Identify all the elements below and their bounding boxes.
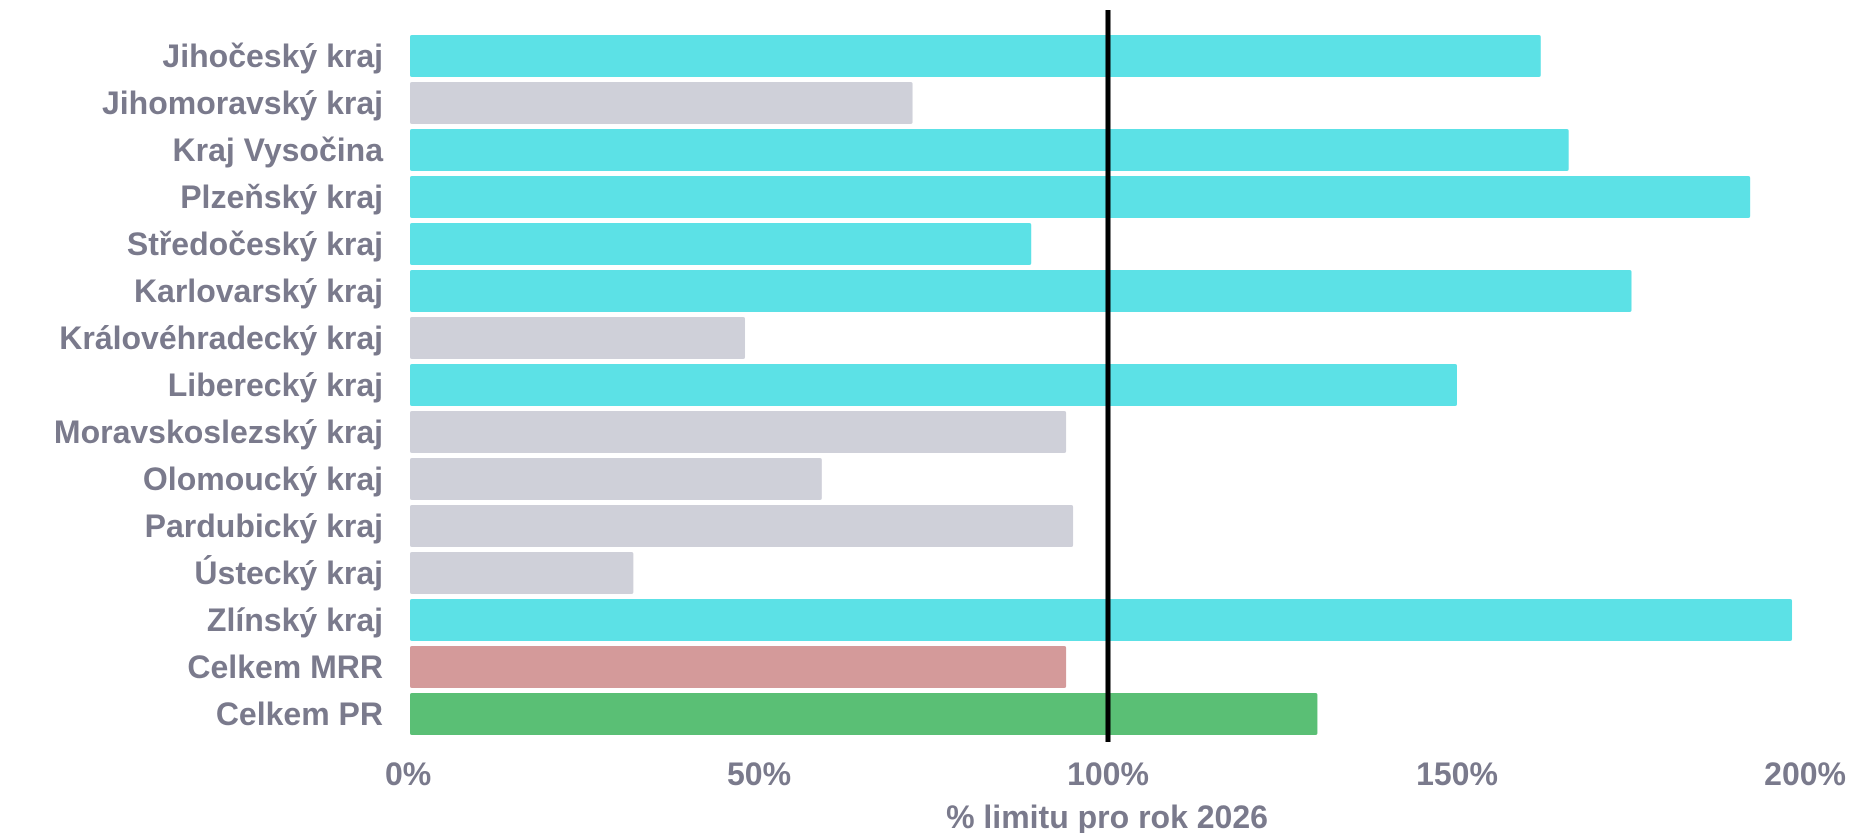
category-label: Celkem PR bbox=[216, 696, 383, 732]
bar bbox=[410, 35, 1541, 77]
bar bbox=[410, 317, 745, 359]
x-tick-label: 50% bbox=[727, 756, 791, 792]
category-label: Královéhradecký kraj bbox=[59, 320, 383, 356]
x-tick-label: 150% bbox=[1416, 756, 1498, 792]
category-label: Olomoucký kraj bbox=[143, 461, 383, 497]
bar bbox=[410, 693, 1317, 735]
category-label: Jihočeský kraj bbox=[162, 38, 383, 74]
category-label: Jihomoravský kraj bbox=[102, 85, 383, 121]
bar bbox=[410, 599, 1792, 641]
category-label: Liberecký kraj bbox=[168, 367, 383, 403]
x-tick-labels-layer: 0% 50% 100% 150% 200% bbox=[385, 756, 1846, 792]
x-tick-label: 0% bbox=[385, 756, 431, 792]
category-label: Středočeský kraj bbox=[127, 226, 383, 262]
bar bbox=[410, 364, 1457, 406]
category-labels-layer: Jihočeský kraj Jihomoravský kraj Kraj Vyso… bbox=[54, 38, 383, 732]
bar bbox=[410, 411, 1066, 453]
category-label: Moravskoslezský kraj bbox=[54, 414, 383, 450]
bar bbox=[410, 270, 1632, 312]
bar bbox=[410, 552, 633, 594]
category-label: Karlovarský kraj bbox=[134, 273, 383, 309]
category-label: Ústecký kraj bbox=[194, 555, 383, 591]
category-label: Kraj Vysočina bbox=[173, 132, 384, 168]
bar bbox=[410, 82, 913, 124]
x-tick-label: 200% bbox=[1764, 756, 1846, 792]
bar bbox=[410, 176, 1750, 218]
x-axis-title: % limitu pro rok 2026 bbox=[946, 799, 1268, 833]
category-label: Celkem MRR bbox=[187, 649, 383, 685]
category-label: Zlínský kraj bbox=[207, 602, 383, 638]
bar bbox=[410, 646, 1066, 688]
bar bbox=[410, 223, 1031, 265]
bar bbox=[410, 129, 1569, 171]
bar bbox=[410, 505, 1073, 547]
category-label: Plzeňský kraj bbox=[180, 179, 383, 215]
bar bbox=[410, 458, 822, 500]
category-label: Pardubický kraj bbox=[145, 508, 383, 544]
x-tick-label: 100% bbox=[1067, 756, 1149, 792]
bars-layer bbox=[410, 35, 1792, 735]
